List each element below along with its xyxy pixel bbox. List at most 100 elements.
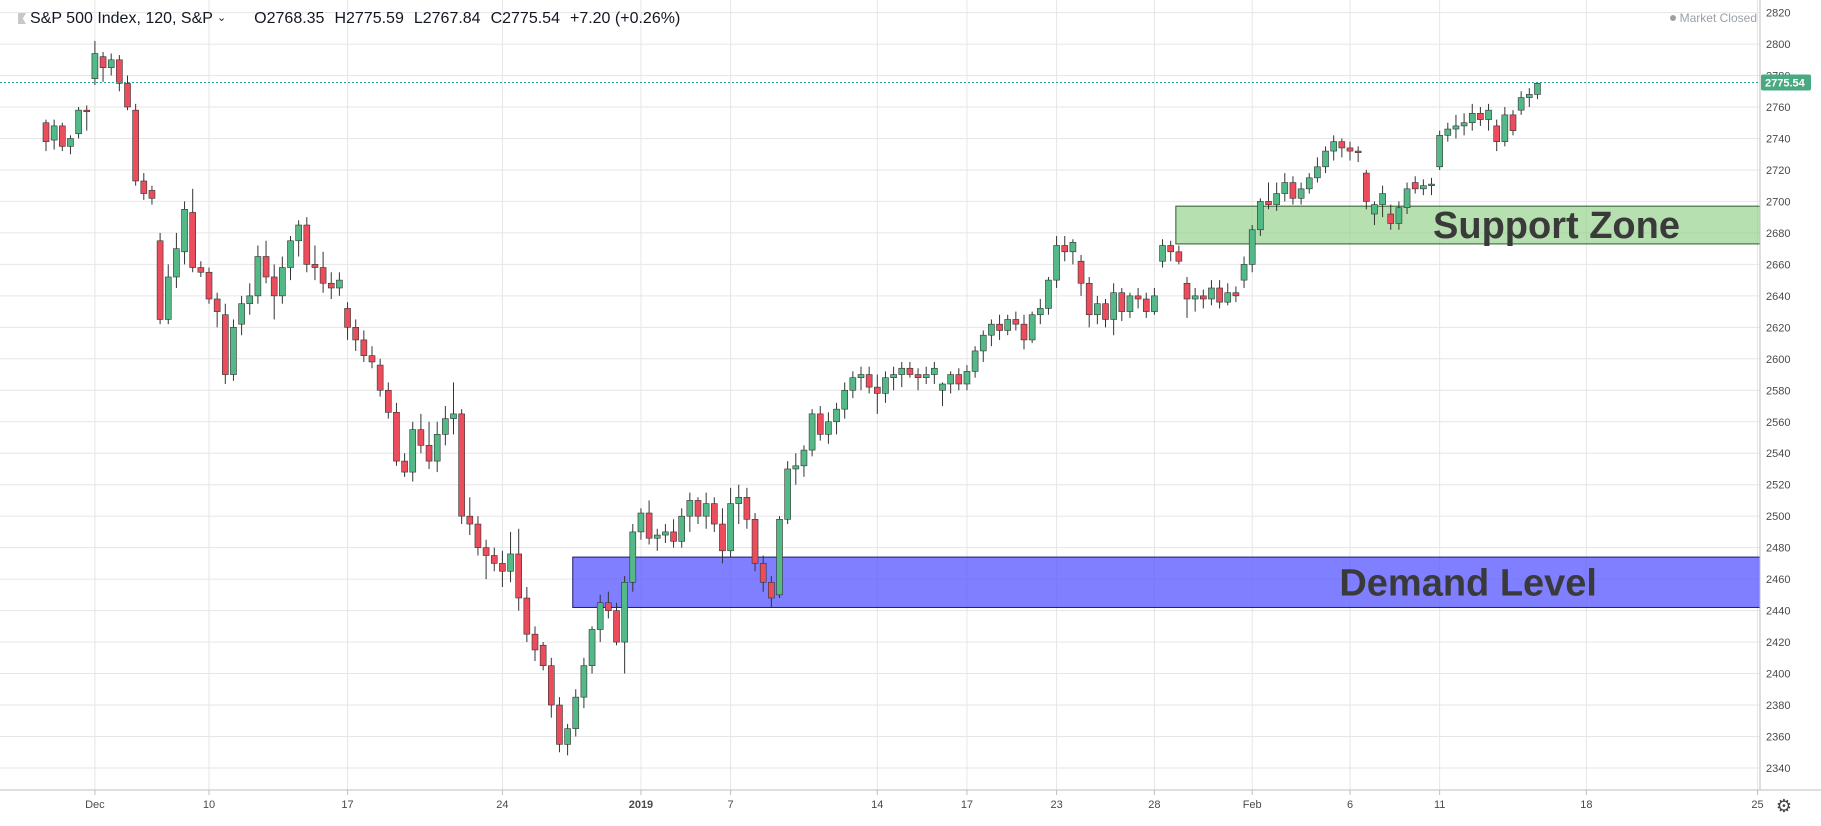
grid-lines (0, 0, 1760, 790)
candle-down (42, 119, 50, 152)
candle-down (1387, 204, 1395, 230)
candle-up (238, 295, 245, 336)
candle-body (645, 512, 653, 539)
candle-up (1379, 185, 1386, 218)
open-value: O2768.35 (254, 10, 325, 27)
candle-body (1191, 295, 1199, 300)
candle-down (1085, 276, 1093, 328)
candle-up (882, 371, 889, 403)
candle-down (311, 245, 319, 281)
candle-down (539, 642, 547, 671)
candle-down (1134, 287, 1142, 309)
candle-body (1420, 185, 1427, 190)
candle-body (91, 53, 99, 79)
candle-down (417, 413, 425, 454)
candle-body (425, 445, 433, 462)
candle-up (1045, 276, 1052, 315)
candle-body (653, 534, 661, 539)
candle-up (1428, 177, 1435, 196)
candle-body (808, 413, 816, 451)
candle-body (295, 224, 302, 242)
candle-body (955, 374, 963, 385)
price-tick-label: 2660 (1766, 259, 1790, 271)
candle-down (466, 497, 474, 536)
candle-down (816, 406, 824, 441)
candle-up (629, 524, 637, 592)
chevron-down-icon[interactable]: ⌄ (216, 12, 227, 24)
candle-up (1322, 146, 1329, 174)
candle-up (287, 236, 294, 281)
candle-down (499, 550, 506, 587)
candle-body (1069, 242, 1077, 253)
candle-body (327, 282, 335, 289)
candle-body (564, 728, 571, 745)
candle-body (254, 256, 262, 297)
support-zone-box[interactable] (1175, 205, 1761, 245)
candle-down (1167, 240, 1174, 262)
candle-body (507, 553, 514, 572)
time-tick-label: Dec (85, 799, 105, 811)
candle-up (507, 531, 514, 583)
price-tick-label: 2640 (1766, 291, 1790, 303)
time-axis[interactable]: Dec1017242019714172328Feb6111825Mar6 (0, 789, 1821, 811)
candle-up (1460, 113, 1468, 136)
candle-up (279, 256, 286, 304)
candle-body (450, 413, 457, 419)
candle-body (1517, 97, 1525, 111)
candle-up (833, 402, 840, 435)
candle-body (1142, 298, 1150, 312)
candle-up (857, 366, 865, 391)
candle-up (939, 382, 946, 407)
candle-body (694, 500, 702, 517)
candle-body (556, 704, 563, 745)
candle-down (1216, 280, 1223, 309)
candle-body (849, 377, 857, 391)
candle-body (433, 434, 441, 462)
candle-body (768, 581, 775, 599)
candle-up (890, 366, 897, 391)
candle-body (1444, 128, 1452, 136)
candle-up (230, 319, 237, 381)
candle-body (702, 503, 710, 517)
gear-icon[interactable]: ⚙ (1775, 796, 1793, 816)
candle-body (547, 665, 555, 706)
candle-down (523, 586, 531, 643)
time-tick-label: 18 (1580, 799, 1592, 811)
price-tick-label: 2760 (1766, 102, 1790, 114)
candle-body (1045, 279, 1052, 309)
price-tick-label: 2800 (1766, 39, 1790, 51)
candle-down (515, 528, 523, 611)
candles (42, 40, 1541, 756)
candle-body (1183, 282, 1191, 300)
candle-body (792, 465, 800, 470)
candle-down (156, 232, 164, 325)
candle-down (490, 547, 498, 572)
candle-down (1493, 119, 1500, 152)
candle-body (1379, 193, 1386, 205)
time-tick-label: 6 (1347, 799, 1353, 811)
change-value: +7.20 (+0.26%) (569, 10, 681, 27)
price-tick-label: 2500 (1766, 511, 1790, 523)
time-tick-label: 28 (1148, 799, 1160, 811)
time-tick-label: 17 (341, 799, 353, 811)
price-tick-label: 2560 (1766, 417, 1790, 429)
candle-down (482, 539, 490, 580)
candle-down (751, 513, 759, 572)
candle-body (727, 503, 734, 552)
time-tick-label: 24 (496, 799, 508, 811)
candle-body (531, 633, 539, 651)
candle-up (1468, 103, 1476, 131)
candle-body (1118, 292, 1126, 312)
price-axis[interactable]: 2340 2360 2380 2400 2420 2440 2460 2480 2500 2520… (1759, 0, 1821, 790)
candle-up (1094, 295, 1101, 325)
candle-up (1314, 157, 1321, 183)
candle-body (1077, 260, 1085, 284)
candle-body (1493, 125, 1500, 142)
symbol-name[interactable]: S&P 500 Index, 120, S&P (30, 10, 213, 27)
price-tick-label: 2440 (1766, 606, 1790, 618)
candle-body (417, 429, 425, 446)
candle-down (759, 555, 767, 592)
candle-down (384, 382, 392, 419)
